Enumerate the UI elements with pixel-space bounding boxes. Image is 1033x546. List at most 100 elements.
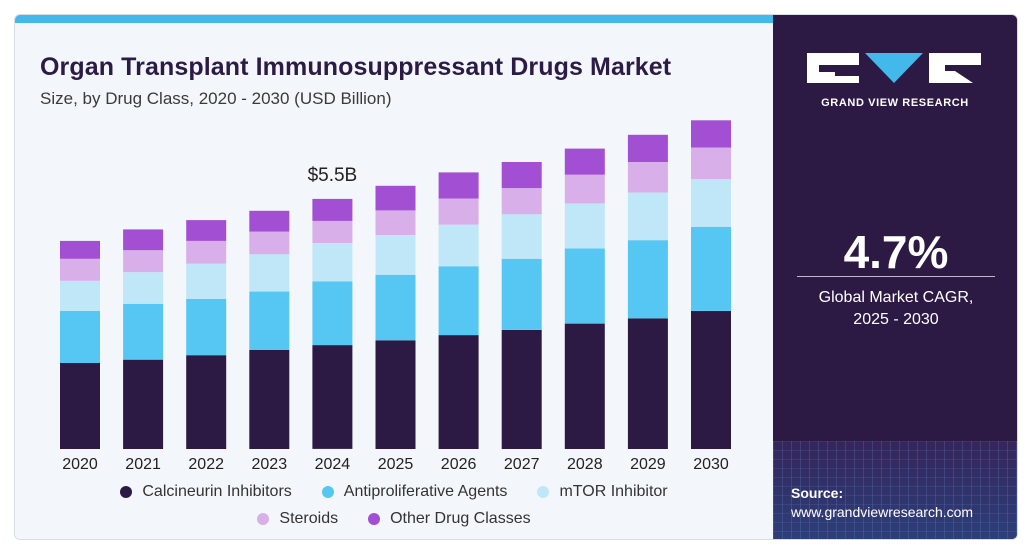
bar-2030-antiproliferative <box>691 226 731 311</box>
x-tick-label: 2020 <box>62 456 98 473</box>
data-annotation: $5.5B <box>308 165 358 186</box>
bar-2029-steroids <box>627 162 668 193</box>
bar-2020-steroids <box>60 258 100 281</box>
bar-2022-other <box>186 220 227 241</box>
source-title: Source: <box>791 485 844 501</box>
bar-2020-antiproliferative <box>60 310 100 363</box>
bar-2021-antiproliferative <box>123 303 164 360</box>
legend-label: Calcineurin Inhibitors <box>142 483 292 500</box>
bar-2030-other <box>691 120 731 148</box>
grand-view-research-logo: GRAND VIEW RESEARCH <box>805 45 985 115</box>
bar-2021-mtor <box>123 272 164 304</box>
bar-2020-mtor <box>60 280 100 311</box>
x-tick-label: 2023 <box>252 456 288 473</box>
bar-2027-other <box>501 162 542 189</box>
infographic-card: 2020 2021 2022 2023 2024 $5.5B 2025 2026 2027 202… <box>14 14 1018 540</box>
cagr-label: Global Market CAGR, 2025 - 2030 <box>773 287 1017 331</box>
bar-2027-calcineurin <box>501 329 542 449</box>
legend-label: Steroids <box>279 510 339 527</box>
x-tick-label: 2029 <box>630 456 666 473</box>
bar-2026-calcineurin <box>438 335 479 449</box>
bar-2026-antiproliferative <box>438 266 479 336</box>
legend-label: Antiproliferative Agents <box>343 483 508 500</box>
bar-2022-calcineurin <box>186 355 227 449</box>
bar-2030-mtor <box>691 179 731 227</box>
bar-2029-antiproliferative <box>627 240 668 319</box>
bar-2025-other <box>375 185 416 211</box>
bar-2021-steroids <box>123 250 164 273</box>
bar-2024-antiproliferative <box>312 281 353 346</box>
bar-2027-steroids <box>501 188 542 215</box>
chart-title: Organ Transplant Immunosuppressant Drugs… <box>40 53 672 81</box>
bar-2026-other <box>438 172 479 199</box>
legend-swatch <box>257 513 270 525</box>
bar-2022-antiproliferative <box>186 299 227 356</box>
legend-item: Other Drug Classes <box>368 510 531 528</box>
bar-2028-other <box>564 148 605 175</box>
source-url[interactable]: www.grandviewresearch.com <box>791 504 974 520</box>
source-band <box>773 441 1017 539</box>
divider <box>797 276 995 277</box>
bar-2023-mtor <box>249 254 290 292</box>
chart-panel: 2020 2021 2022 2023 2024 $5.5B 2025 2026 2027 202… <box>15 23 773 539</box>
bar-2030-steroids <box>691 147 731 180</box>
x-tick-label: 2025 <box>378 456 414 473</box>
legend-row: Calcineurin Inhibitors Antiproliferative … <box>15 483 773 501</box>
bar-2021-other <box>123 229 164 251</box>
decorative-grid <box>773 441 1017 539</box>
bar-2025-antiproliferative <box>375 274 416 341</box>
legend-label: Other Drug Classes <box>390 510 531 527</box>
bar-2024-calcineurin <box>312 345 353 449</box>
x-tick-label: 2030 <box>693 456 729 473</box>
x-tick-label: 2022 <box>188 456 224 473</box>
bar-2021-calcineurin <box>123 359 164 449</box>
bar-2026-mtor <box>438 224 479 267</box>
stacked-bar-chart: 2020 2021 2022 2023 2024 $5.5B 2025 2026 2027 202… <box>60 120 731 473</box>
x-tick-label: 2024 <box>315 456 351 473</box>
legend-swatch <box>321 486 334 498</box>
x-tick-label: 2028 <box>567 456 603 473</box>
cagr-value: 4.7% <box>843 226 949 278</box>
x-tick-label: 2021 <box>125 456 161 473</box>
bar-2029-calcineurin <box>627 318 668 449</box>
bar-2028-antiproliferative <box>564 248 605 324</box>
cagr-label-line1: Global Market CAGR, <box>818 289 974 306</box>
bar-2027-antiproliferative <box>501 258 542 330</box>
bar-2028-steroids <box>564 174 605 204</box>
x-tick-label: 2026 <box>441 456 477 473</box>
brand-mark-icon <box>807 53 981 83</box>
legend-swatch <box>120 486 133 498</box>
chart-legend: Calcineurin Inhibitors Antiproliferative … <box>15 483 773 537</box>
bar-2024-mtor <box>312 243 353 282</box>
bar-2024-steroids <box>312 220 353 244</box>
legend-item: Antiproliferative Agents <box>321 483 508 501</box>
bar-2028-mtor <box>564 203 605 249</box>
legend-label: mTOR Inhibitor <box>559 483 668 500</box>
brand-name: GRAND VIEW RESEARCH <box>821 97 969 109</box>
summary-sidebar: GRAND VIEW RESEARCH 4.7% Global Market C… <box>773 15 1017 539</box>
legend-item: mTOR Inhibitor <box>537 483 668 501</box>
bar-2029-mtor <box>627 192 668 241</box>
legend-swatch <box>368 513 381 525</box>
legend-item: Steroids <box>257 510 338 528</box>
bar-2028-calcineurin <box>564 323 605 449</box>
bar-2024-other <box>312 198 353 221</box>
cagr-label-line2: 2025 - 2030 <box>853 311 939 328</box>
bar-2025-calcineurin <box>375 340 416 449</box>
legend-swatch <box>537 486 550 498</box>
bar-2026-steroids <box>438 198 479 225</box>
bar-2025-steroids <box>375 210 416 235</box>
bar-2020-calcineurin <box>60 363 100 449</box>
x-tick-label: 2027 <box>504 456 540 473</box>
bar-2029-other <box>627 134 668 162</box>
chart-subtitle: Size, by Drug Class, 2020 - 2030 (USD Bi… <box>40 89 392 108</box>
bar-2023-calcineurin <box>249 350 290 449</box>
legend-item: Calcineurin Inhibitors <box>120 483 292 501</box>
bar-2023-steroids <box>249 231 290 255</box>
bar-2022-steroids <box>186 240 227 264</box>
accent-bar <box>15 15 773 23</box>
bar-2020-other <box>60 240 100 259</box>
bar-2030-calcineurin <box>691 310 731 449</box>
bar-2027-mtor <box>501 214 542 259</box>
bar-2022-mtor <box>186 263 227 299</box>
